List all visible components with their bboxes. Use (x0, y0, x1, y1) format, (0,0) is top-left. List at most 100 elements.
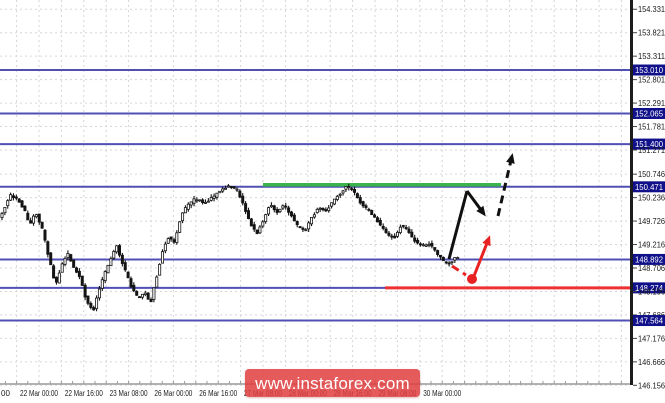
candle-body (103, 271, 107, 281)
candle-body (115, 245, 119, 253)
candle-body (284, 205, 288, 208)
price-tick-label: 146.156 (638, 381, 665, 390)
price-axis-line (630, 0, 633, 385)
price-tick-label: 152.801 (638, 76, 665, 85)
candle-body (393, 235, 397, 239)
candle-body (72, 259, 76, 268)
candle-body (109, 258, 113, 267)
candle-body (338, 193, 342, 196)
price-level-badge-label: 148.274 (635, 284, 664, 293)
candle-body (181, 212, 185, 222)
candle-body (206, 200, 210, 203)
price-tick-label: 150.746 (638, 170, 665, 179)
candle-body (278, 208, 282, 213)
candle-body (43, 229, 47, 241)
price-tick-label: 147.176 (638, 334, 665, 343)
candle-body (37, 213, 41, 223)
candle-body (6, 200, 10, 207)
red-forecast-arrow-head (482, 235, 491, 247)
black-pullback-arrow (465, 190, 482, 211)
candle-body (106, 264, 110, 274)
candle-body (183, 207, 187, 214)
candle-body (172, 239, 176, 243)
price-tick-label: 150.236 (638, 194, 665, 203)
candle-body (312, 214, 316, 218)
candle-body (301, 227, 305, 230)
candle-body (198, 199, 202, 202)
candle-body (169, 236, 173, 240)
time-label: 26 Mar 16:00 (199, 389, 237, 398)
candle-body (258, 226, 262, 234)
candle-body (269, 205, 273, 208)
candle-body (0, 213, 4, 218)
candle-body (52, 265, 56, 279)
candle-body (249, 218, 253, 227)
candle-body (26, 212, 30, 221)
price-tick-label: 149.216 (638, 241, 665, 250)
candle-body (418, 243, 422, 246)
candle-body (255, 229, 259, 234)
candle-body (158, 263, 162, 276)
candle-body (126, 271, 130, 279)
candle-body (238, 190, 242, 198)
candle-body (166, 238, 170, 244)
candle-body (292, 214, 296, 222)
candle-body (60, 263, 64, 273)
candle-body (252, 224, 256, 230)
time-label: 26 Mar 00:00 (154, 389, 192, 398)
candle-body (353, 188, 357, 193)
candle-body (224, 187, 228, 190)
candle-body (315, 208, 319, 214)
candle-body (149, 299, 153, 303)
candle-body (75, 267, 79, 273)
candle-body (244, 203, 248, 212)
price-tick-label: 154.331 (638, 5, 665, 14)
price-tick-label: 148.706 (638, 264, 665, 273)
price-level-badge (633, 253, 665, 265)
candle-body (146, 292, 150, 300)
price-tick-label: 149.726 (638, 217, 665, 226)
candle-body (246, 210, 250, 219)
candle-body (195, 199, 199, 202)
candle-body (413, 237, 417, 242)
price-tick-label: 153.311 (638, 52, 665, 61)
candle-body (129, 278, 133, 288)
candle-body (118, 245, 122, 256)
candle-body (427, 243, 431, 246)
candle-body (350, 188, 354, 190)
candle-body (332, 198, 336, 205)
candle-body (77, 270, 81, 277)
candle-body (23, 205, 27, 212)
candle-body (9, 194, 13, 201)
candle-body (203, 201, 207, 204)
candle-body (453, 257, 457, 261)
candle-body (433, 247, 437, 251)
candle-body (218, 190, 222, 194)
time-label: 30 Mar 00:00 (423, 389, 461, 398)
candle-body (189, 201, 193, 206)
candle-body (80, 275, 84, 286)
candle-body (456, 257, 460, 260)
candle-body (373, 214, 377, 218)
candle-body (178, 221, 182, 233)
price-level-badge (633, 282, 665, 294)
candle-body (54, 276, 58, 283)
candle-body (436, 250, 440, 255)
candle-body (29, 220, 33, 224)
candle-body (49, 252, 53, 266)
candle-body (100, 279, 104, 289)
candle-body (143, 292, 147, 295)
candle-body (132, 284, 136, 292)
candle-body (215, 192, 219, 198)
price-level-badge-label: 147.564 (635, 317, 664, 326)
candle-body (390, 235, 394, 238)
candle-body (163, 243, 167, 252)
candle-body (123, 262, 127, 271)
price-level-badge (633, 181, 665, 193)
candle-body (341, 190, 345, 194)
candle-body (358, 197, 362, 204)
candle-body (209, 197, 213, 201)
candle-body (367, 208, 371, 211)
price-level-badge (633, 107, 665, 119)
